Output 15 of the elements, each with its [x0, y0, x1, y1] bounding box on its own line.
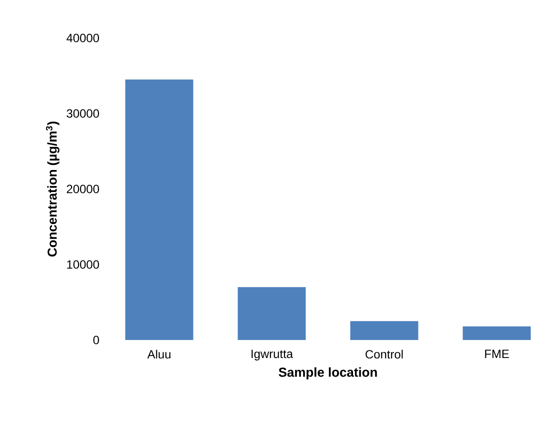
y-tick-label: 40000: [66, 34, 100, 42]
y-axis-title: Concentration (µg/m$^{3}$): [46, 122, 60, 256]
x-tick-label: Aluu: [147, 350, 170, 359]
bar: [238, 287, 306, 340]
x-tick-label: Control: [366, 350, 403, 359]
y-tick-label: 30000: [66, 109, 100, 118]
y-tick-label: 20000: [66, 184, 100, 194]
x-axis-title: Sample location: [278, 367, 377, 380]
x-tick-label: FME: [485, 350, 509, 358]
y-tick-label: 10000: [67, 260, 100, 269]
bar: [462, 326, 531, 340]
x-tick-label: Igwrutta: [252, 350, 294, 360]
bar: [125, 80, 194, 340]
y-tick-label: 0: [93, 336, 100, 344]
bar: [350, 321, 418, 340]
